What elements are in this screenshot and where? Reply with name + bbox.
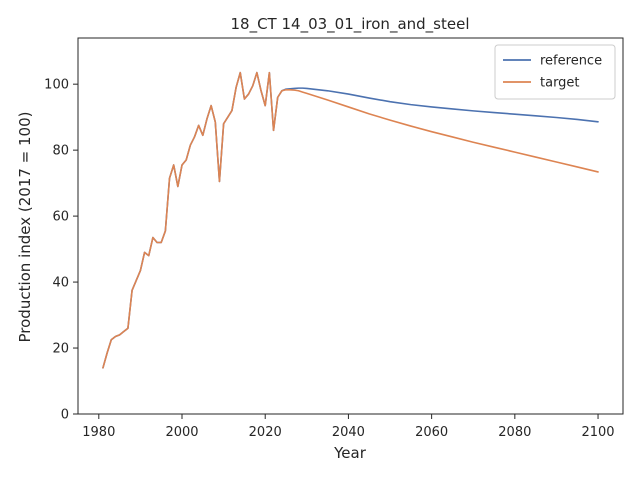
y-tick-label: 20 xyxy=(52,342,69,357)
legend: reference target xyxy=(494,44,616,100)
x-tick-label: 2100 xyxy=(581,425,614,440)
y-tick-label: 40 xyxy=(52,276,69,291)
series-line-1 xyxy=(102,71,599,369)
y-tick-label: 0 xyxy=(61,408,69,423)
chart-title: 18_CT 14_03_01_iron_and_steel xyxy=(231,15,470,34)
x-tick-label: 2040 xyxy=(332,425,365,440)
legend-label-1: target xyxy=(540,76,580,91)
y-axis-label: Production index (2017 = 100) xyxy=(16,112,34,343)
x-axis-label: Year xyxy=(333,444,367,462)
series-layer xyxy=(102,71,599,369)
y-tick-label: 100 xyxy=(44,78,69,93)
x-tick-label: 1980 xyxy=(82,425,115,440)
plot-frame xyxy=(77,37,624,415)
y-tick-label: 60 xyxy=(52,210,69,225)
x-tick-label: 2060 xyxy=(415,425,448,440)
x-tick-label: 2000 xyxy=(165,425,198,440)
x-tick-label: 2080 xyxy=(498,425,531,440)
x-tick-label: 2020 xyxy=(249,425,282,440)
legend-box xyxy=(494,44,616,100)
y-tick-label: 80 xyxy=(52,144,69,159)
legend-label-0: reference xyxy=(540,54,602,69)
